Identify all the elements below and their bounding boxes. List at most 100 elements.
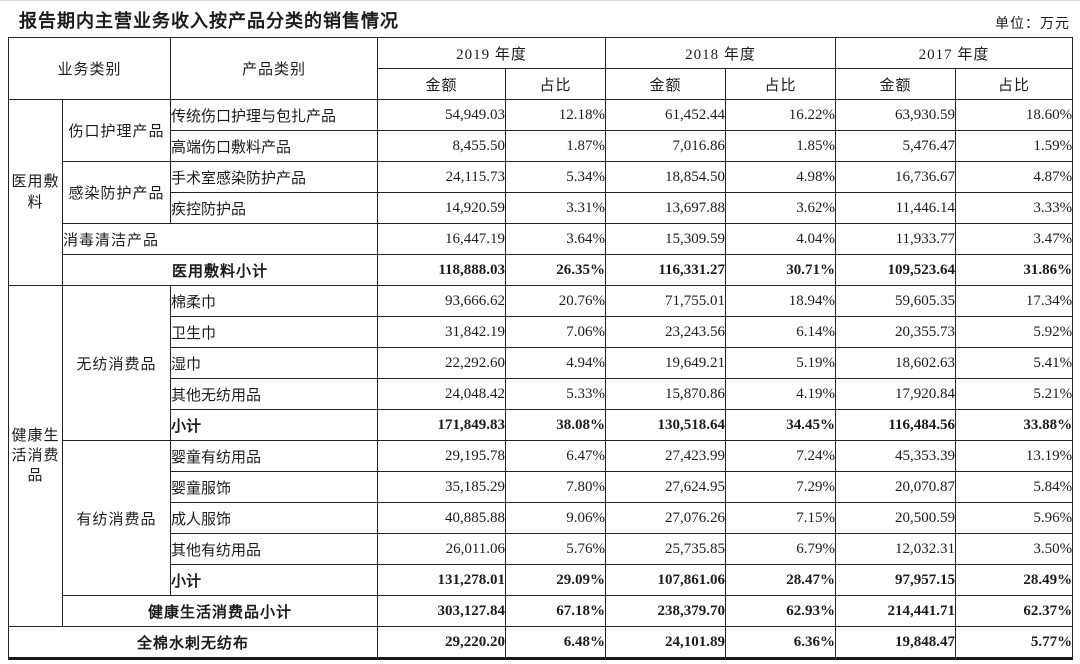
col-header-business-category: 业务类别 bbox=[7, 37, 172, 100]
cell-ratio-2019: 20.76% bbox=[505, 285, 607, 317]
cell-ratio-2019: 3.31% bbox=[505, 192, 607, 224]
cell-amount-2017: 63,930.59 bbox=[835, 99, 957, 131]
cell-amount-2019: 29,195.78 bbox=[377, 440, 507, 472]
table-row: 湿巾 22,292.60 4.94% 19,649.21 5.19% 18,60… bbox=[9, 347, 1074, 379]
sales-by-product-table: 业务类别 产品类别 2019 年度 2018 年度 2017 年度 金额 占比 … bbox=[7, 37, 1074, 660]
cell-ratio-2017: 62.37% bbox=[955, 595, 1074, 627]
cell-amount-2019: 35,185.29 bbox=[377, 471, 507, 503]
cell-amount-2019: 171,849.83 bbox=[377, 409, 507, 441]
cell-amount-2018: 18,854.50 bbox=[605, 161, 727, 193]
cell-amount-2018: 27,076.26 bbox=[605, 502, 727, 534]
cell-amount-2018: 13,697.88 bbox=[605, 192, 727, 224]
cell-amount-2017: 109,523.64 bbox=[835, 254, 957, 286]
cell-ratio-2017: 31.86% bbox=[955, 254, 1074, 286]
cell-amount-2018: 71,755.01 bbox=[605, 285, 727, 317]
cell-product: 疾控防护品 bbox=[170, 192, 379, 224]
cell-ratio-2017: 3.50% bbox=[955, 533, 1074, 565]
col-header-amount-2018: 金额 bbox=[605, 68, 727, 100]
cell-amount-2019: 303,127.84 bbox=[377, 595, 507, 627]
cell-ratio-2018: 7.24% bbox=[725, 440, 837, 472]
cell-amount-2019: 14,920.59 bbox=[377, 192, 507, 224]
group-label-medical-dressings: 医用敷料 bbox=[8, 99, 63, 286]
table-row: 疾控防护品 14,920.59 3.31% 13,697.88 3.62% 11… bbox=[9, 192, 1074, 224]
header-row-years: 业务类别 产品类别 2019 年度 2018 年度 2017 年度 bbox=[7, 37, 1074, 100]
page-title: 报告期内主营业务收入按产品分类的销售情况 bbox=[19, 11, 399, 31]
cell-amount-2019: 16,447.19 bbox=[377, 223, 507, 255]
cell-ratio-2018: 28.47% bbox=[725, 564, 837, 596]
cell-ratio-2017: 18.60% bbox=[955, 99, 1074, 131]
cell-ratio-2019: 9.06% bbox=[505, 502, 607, 534]
cell-amount-2018: 116,331.27 bbox=[605, 254, 727, 286]
unit-label: 单位：万元 bbox=[995, 17, 1070, 32]
cell-ratio-2017: 5.92% bbox=[955, 316, 1074, 348]
cell-amount-2018: 61,452.44 bbox=[605, 99, 727, 131]
cell-ratio-2018: 5.19% bbox=[725, 347, 837, 379]
cell-ratio-2018: 4.98% bbox=[725, 161, 837, 193]
col-header-year-2018: 2018 年度 bbox=[605, 37, 837, 69]
col-header-ratio-2018: 占比 bbox=[725, 68, 837, 100]
cell-ratio-2018: 6.14% bbox=[725, 316, 837, 348]
row-label-medical-subtotal: 医用敷料小计 bbox=[61, 254, 379, 286]
cell-ratio-2018: 4.19% bbox=[725, 378, 837, 410]
table-row-health-subtotal: 健康生活消费品小计 303,127.84 67.18% 238,379.70 6… bbox=[9, 595, 1074, 627]
cell-ratio-2017: 5.77% bbox=[955, 626, 1074, 659]
cell-ratio-2018: 7.29% bbox=[725, 471, 837, 503]
cell-amount-2017: 19,848.47 bbox=[835, 626, 957, 659]
row-label-subtotal: 小计 bbox=[170, 564, 379, 596]
cell-amount-2017: 45,353.39 bbox=[835, 440, 957, 472]
table-row: 有纺消费品 婴童有纺用品 29,195.78 6.47% 27,423.99 7… bbox=[9, 440, 1074, 596]
cell-ratio-2018: 6.79% bbox=[725, 533, 837, 565]
row-label-health-subtotal: 健康生活消费品小计 bbox=[61, 595, 379, 627]
cell-ratio-2018: 62.93% bbox=[725, 595, 837, 627]
cell-amount-2019: 24,048.42 bbox=[377, 378, 507, 410]
cell-amount-2018: 24,101.89 bbox=[605, 626, 727, 659]
col-header-amount-2017: 金额 bbox=[835, 68, 957, 100]
cell-amount-2017: 20,070.87 bbox=[835, 471, 957, 503]
subgroup-label-woven-consumer: 有纺消费品 bbox=[61, 440, 172, 596]
table-row: 成人服饰 40,885.88 9.06% 27,076.26 7.15% 20,… bbox=[9, 502, 1074, 534]
cell-product: 棉柔巾 bbox=[170, 285, 379, 317]
cell-product: 其他有纺用品 bbox=[170, 533, 379, 565]
cell-amount-2018: 238,379.70 bbox=[605, 595, 727, 627]
table-row: 婴童服饰 35,185.29 7.80% 27,624.95 7.29% 20,… bbox=[9, 471, 1074, 503]
cell-ratio-2019: 12.18% bbox=[505, 99, 607, 131]
col-header-product-category: 产品类别 bbox=[170, 37, 379, 100]
cell-amount-2019: 8,455.50 bbox=[377, 130, 507, 162]
cell-amount-2017: 214,441.71 bbox=[835, 595, 957, 627]
cell-ratio-2019: 67.18% bbox=[505, 595, 607, 627]
table-row: 高端伤口敷料产品 8,455.50 1.87% 7,016.86 1.85% 5… bbox=[9, 130, 1074, 162]
cell-ratio-2018: 3.62% bbox=[725, 192, 837, 224]
cell-product: 婴童服饰 bbox=[170, 471, 379, 503]
cell-ratio-2019: 29.09% bbox=[505, 564, 607, 596]
table-row: 医用敷料 伤口护理产品 传统伤口护理与包扎产品 54,949.03 12.18%… bbox=[8, 99, 1074, 286]
cell-amount-2017: 18,602.63 bbox=[835, 347, 957, 379]
cell-ratio-2017: 1.59% bbox=[955, 130, 1074, 162]
header-row-measures: 金额 占比 金额 占比 金额 占比 bbox=[9, 68, 1074, 100]
cell-ratio-2018: 34.45% bbox=[725, 409, 837, 441]
cell-amount-2019: 31,842.19 bbox=[377, 316, 507, 348]
cell-amount-2019: 22,292.60 bbox=[377, 347, 507, 379]
cell-product: 手术室感染防护产品 bbox=[170, 161, 379, 193]
cell-amount-2019: 40,885.88 bbox=[377, 502, 507, 534]
cell-ratio-2017: 28.49% bbox=[955, 564, 1074, 596]
table-row: 消毒清洁产品 16,447.19 3.64% 15,309.59 4.04% 1… bbox=[9, 223, 1074, 255]
cell-ratio-2018: 6.36% bbox=[725, 626, 837, 659]
cell-amount-2018: 15,309.59 bbox=[605, 223, 727, 255]
cell-amount-2018: 27,423.99 bbox=[605, 440, 727, 472]
cell-ratio-2017: 4.87% bbox=[955, 161, 1074, 193]
cell-ratio-2017: 5.21% bbox=[955, 378, 1074, 410]
table-row: 感染防护产品 手术室感染防护产品 24,115.73 5.34% 18,854.… bbox=[9, 161, 1074, 224]
cell-amount-2019: 24,115.73 bbox=[377, 161, 507, 193]
cell-amount-2018: 25,735.85 bbox=[605, 533, 727, 565]
cell-amount-2019: 131,278.01 bbox=[377, 564, 507, 596]
cell-amount-2017: 11,446.14 bbox=[835, 192, 957, 224]
row-label-subtotal: 小计 bbox=[170, 409, 379, 441]
cell-amount-2018: 7,016.86 bbox=[605, 130, 727, 162]
cell-product: 卫生巾 bbox=[170, 316, 379, 348]
cell-amount-2017: 5,476.47 bbox=[835, 130, 957, 162]
cell-amount-2018: 23,243.56 bbox=[605, 316, 727, 348]
table-row-spunlace: 全棉水刺无纺布 29,220.20 6.48% 24,101.89 6.36% … bbox=[7, 626, 1074, 659]
cell-amount-2017: 116,484.56 bbox=[835, 409, 957, 441]
cell-product: 成人服饰 bbox=[170, 502, 379, 534]
cell-ratio-2019: 1.87% bbox=[505, 130, 607, 162]
